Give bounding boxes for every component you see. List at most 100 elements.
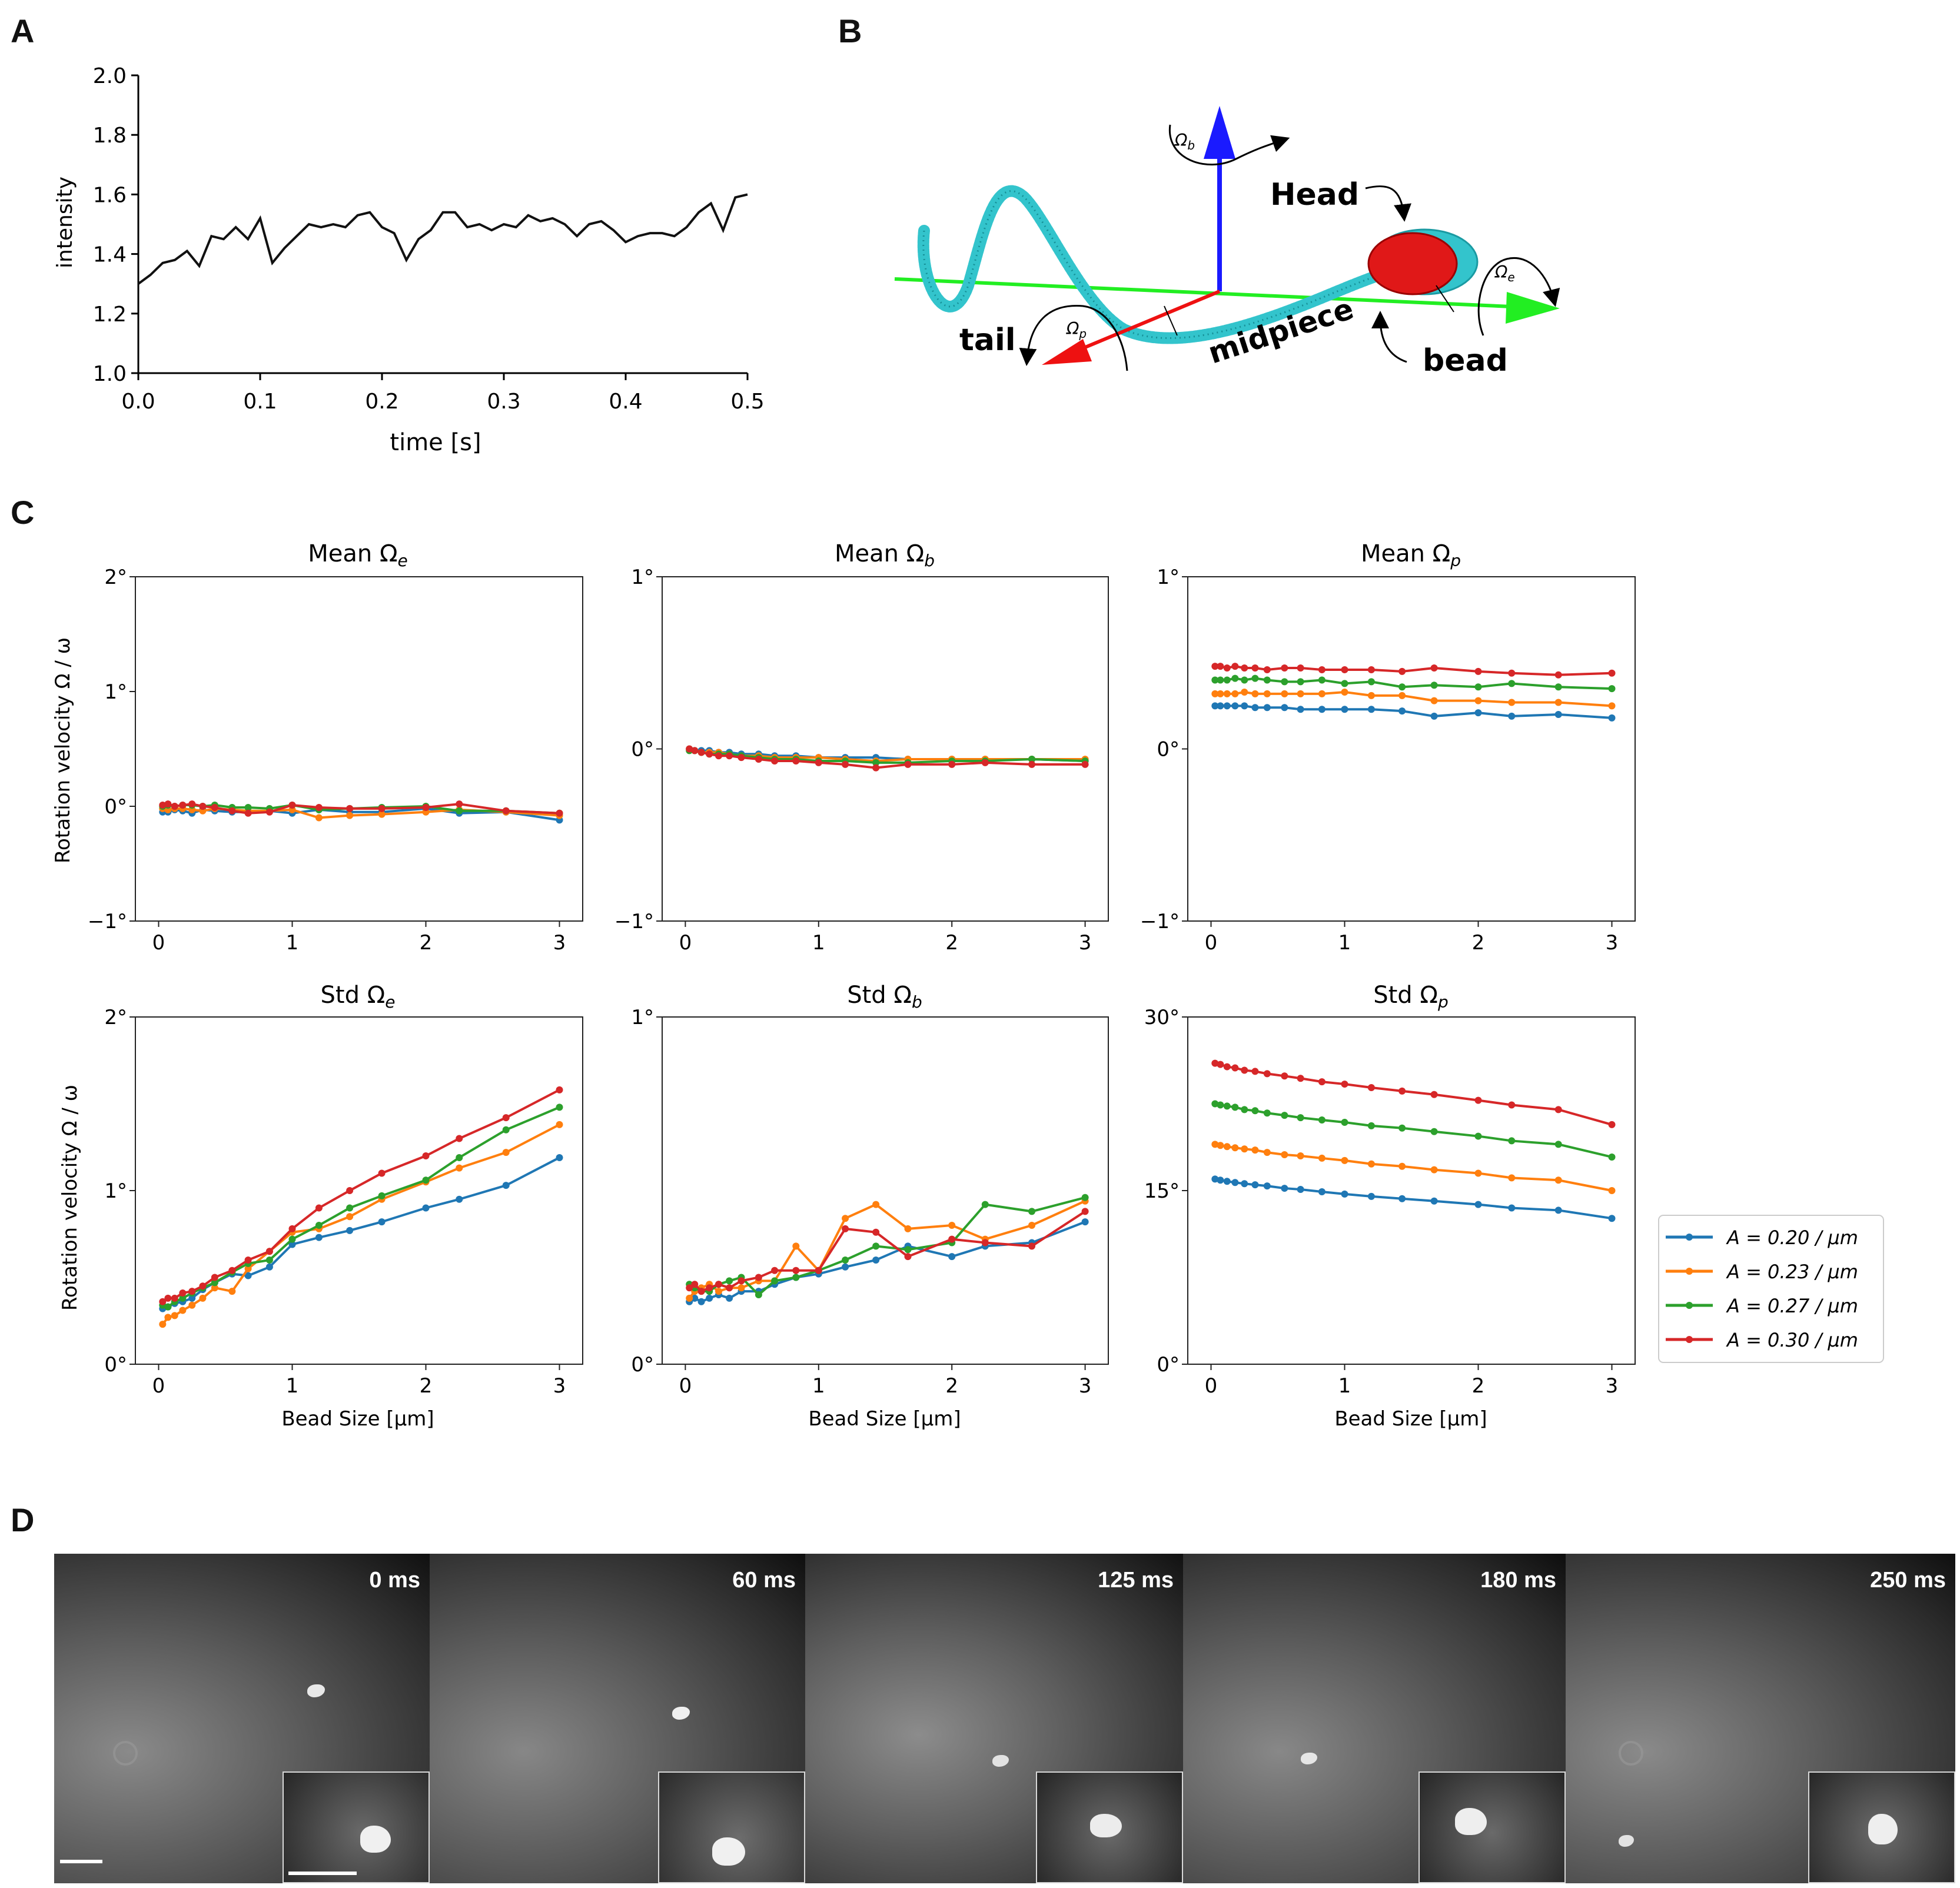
series-point	[422, 803, 430, 811]
series-point	[872, 1201, 880, 1208]
series-point	[164, 800, 172, 808]
series-point	[1231, 1064, 1239, 1072]
series-point	[288, 802, 296, 809]
series-point	[456, 1164, 463, 1172]
series-point	[1554, 1176, 1562, 1184]
series-point	[1251, 664, 1259, 672]
legend-label-3: A = 0.30 / μm	[1726, 1329, 1858, 1351]
series-line	[1215, 677, 1612, 690]
series-point	[1367, 1122, 1375, 1129]
series-point	[1223, 676, 1231, 684]
series-point	[556, 809, 563, 817]
xlabel-std-b: Bead Size [μm]	[808, 1407, 961, 1431]
series-point	[872, 759, 880, 766]
head-pointer-arrow	[1365, 185, 1411, 222]
series-point	[706, 1284, 713, 1292]
series-point	[179, 802, 187, 809]
series-point	[378, 805, 386, 812]
series-point	[199, 1294, 207, 1302]
series-point	[1217, 663, 1224, 670]
series-line	[1214, 1143, 1612, 1192]
series-point	[1430, 1128, 1438, 1135]
series-point	[179, 1307, 187, 1314]
series-point	[948, 1253, 956, 1261]
series-point	[456, 1154, 463, 1161]
panel-d-frames: 0 ms 60 ms 125 ms 180 ms 250 ms	[54, 1554, 1955, 1883]
series-point	[1318, 1154, 1326, 1162]
series-point	[1554, 1141, 1562, 1148]
series-point	[1263, 704, 1271, 712]
frame-2: 125 ms	[805, 1554, 1183, 1883]
ytick-label: 0°	[631, 738, 654, 762]
series-point	[346, 805, 354, 812]
panel-a-ylabel: intensity	[53, 177, 77, 268]
legend-marker-0	[1686, 1234, 1693, 1241]
series-point	[1341, 666, 1348, 673]
series-point	[346, 1204, 354, 1212]
title-mean-p: Mean Ωp	[1361, 540, 1461, 570]
series-point	[1211, 1059, 1219, 1067]
label-tail: tail	[959, 323, 1016, 358]
series-point	[1081, 760, 1089, 768]
title-std-p: Std Ωp	[1373, 982, 1449, 1012]
xtick-label: 2	[420, 1374, 433, 1398]
series-point	[1211, 1175, 1219, 1183]
midpiece-tick-right	[1436, 285, 1454, 313]
series-point	[1281, 1151, 1288, 1159]
series-point	[228, 1288, 236, 1295]
frame-time-2: 125 ms	[1098, 1568, 1174, 1593]
series-point	[1223, 690, 1231, 697]
series-point	[244, 1257, 252, 1264]
legend-item-2: A = 0.27 / μm	[1666, 1295, 1858, 1317]
series-point	[1081, 1218, 1089, 1226]
ytick-label: 1°	[104, 1179, 127, 1203]
ytick-label: 1°	[1157, 566, 1180, 589]
xtick-label: 3	[1079, 1374, 1092, 1398]
inset-head-2	[1090, 1814, 1122, 1837]
series-point	[1028, 760, 1036, 768]
series-point	[706, 1294, 713, 1302]
series-point	[691, 1281, 699, 1288]
series-point	[1608, 714, 1616, 722]
legend-marker-3	[1686, 1336, 1693, 1343]
series-point	[1474, 697, 1482, 704]
series-point	[1217, 676, 1224, 684]
panel-letter-c: C	[11, 494, 35, 531]
series-point	[691, 747, 699, 754]
inset-head-3	[1455, 1808, 1487, 1835]
series-point	[1263, 676, 1271, 684]
series-point	[1398, 692, 1406, 699]
ytick-label: 1°	[631, 1006, 654, 1029]
series-point	[1508, 680, 1516, 687]
inset-head-0	[360, 1826, 391, 1853]
series-point	[1318, 1078, 1326, 1086]
series-point	[792, 1267, 800, 1274]
series-point	[1217, 1061, 1224, 1068]
legend-label-1: A = 0.23 / μm	[1726, 1261, 1858, 1283]
series-point	[715, 1281, 722, 1288]
series-point	[244, 1265, 252, 1272]
series-point	[1297, 1186, 1304, 1194]
plot-frame	[135, 576, 583, 922]
series-point	[1263, 1070, 1271, 1078]
series-point	[1367, 692, 1375, 699]
series-point	[686, 1284, 693, 1292]
series-point	[1554, 711, 1562, 718]
xtick-label: 2	[420, 931, 433, 955]
series-point	[1281, 704, 1288, 712]
series-point	[1318, 1116, 1326, 1124]
series-point	[1231, 1103, 1239, 1111]
xtick-label: 0	[152, 931, 165, 955]
series-point	[1281, 1112, 1288, 1119]
series-point	[1430, 1197, 1438, 1205]
panel-b-diagram: Head tail bead midpiece Ωb Ωe Ωp	[894, 106, 1560, 378]
series-point	[1281, 690, 1288, 697]
series-point	[179, 1294, 187, 1302]
xtick-label: 1	[1338, 931, 1351, 955]
series-point	[1297, 706, 1304, 713]
series-point	[1474, 683, 1482, 691]
series-point	[1028, 1208, 1036, 1215]
series-point	[1341, 1081, 1348, 1088]
panel-c-charts: −1°0°1°2°0 1 2 3−1°0°1°0 1 2 3−1°0°1°0 1 2 30°1°2…	[51, 540, 1884, 1431]
series-point	[1251, 1068, 1259, 1075]
